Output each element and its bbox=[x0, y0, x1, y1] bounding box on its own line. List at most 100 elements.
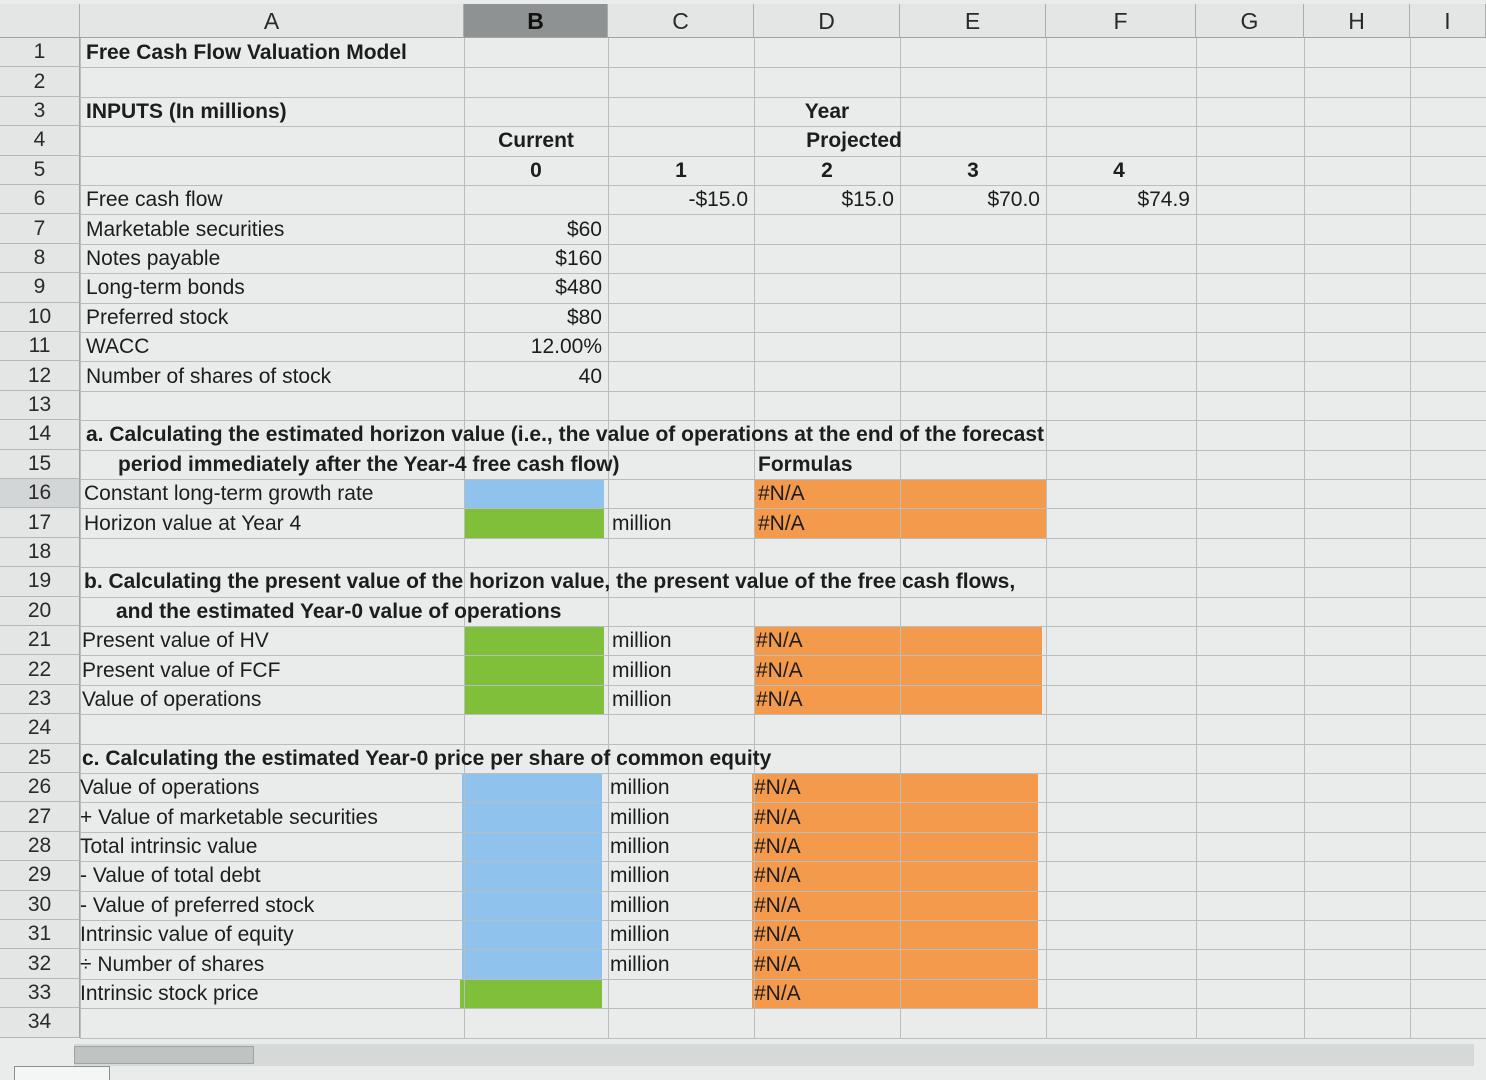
row-header-2[interactable]: 2 bbox=[0, 67, 80, 97]
row-header-6[interactable]: 6 bbox=[0, 185, 80, 215]
input-value[interactable]: 40 bbox=[578, 364, 602, 388]
row-header-25[interactable]: 25 bbox=[0, 743, 80, 773]
horizontal-scrollbar-thumb[interactable] bbox=[74, 1046, 254, 1064]
column-header-e[interactable]: E bbox=[900, 4, 1046, 38]
section-b-label: Value of operations bbox=[82, 687, 262, 711]
row-header-10[interactable]: 10 bbox=[0, 302, 80, 332]
section-c-formula[interactable]: #N/A bbox=[754, 805, 801, 829]
section-c-formula[interactable]: #N/A bbox=[754, 952, 801, 976]
section-c-formula[interactable]: #N/A bbox=[754, 981, 801, 1005]
row-header-21[interactable]: 21 bbox=[0, 626, 80, 656]
row-header-7[interactable]: 7 bbox=[0, 214, 80, 244]
section-c-unit: million bbox=[610, 893, 670, 917]
section-b-formula-cells[interactable] bbox=[754, 626, 1042, 715]
section-a-formula[interactable]: #N/A bbox=[758, 482, 805, 506]
fcf-value-year-2[interactable]: $15.0 bbox=[841, 188, 894, 212]
row-header-19[interactable]: 19 bbox=[0, 567, 80, 597]
section-c-formula[interactable]: #N/A bbox=[754, 834, 801, 858]
input-value[interactable]: $60 bbox=[566, 217, 602, 241]
column-header-g[interactable]: G bbox=[1196, 4, 1304, 38]
section-c-label: Value of operations bbox=[80, 776, 260, 800]
row-header-9[interactable]: 9 bbox=[0, 273, 80, 303]
grid-row-line bbox=[80, 596, 1486, 598]
section-b-unit: million bbox=[612, 658, 672, 682]
row-header-26[interactable]: 26 bbox=[0, 773, 80, 803]
section-c-formula[interactable]: #N/A bbox=[754, 893, 801, 917]
input-value[interactable]: $480 bbox=[555, 276, 602, 300]
section-c-formula[interactable]: #N/A bbox=[754, 776, 801, 800]
grid-row-line bbox=[80, 802, 1486, 804]
section-b-output-cells[interactable] bbox=[464, 626, 604, 715]
row-header-13[interactable]: 13 bbox=[0, 390, 80, 421]
row-header-16[interactable]: 16 bbox=[0, 479, 80, 509]
section-b-heading-1: b. Calculating the present value of the … bbox=[84, 570, 1016, 594]
column-header-i[interactable]: I bbox=[1410, 4, 1486, 38]
section-c-unit: million bbox=[610, 834, 670, 858]
section-c-input-cells[interactable] bbox=[462, 773, 602, 979]
section-b-formula[interactable]: #N/A bbox=[756, 687, 803, 711]
row-header-12[interactable]: 12 bbox=[0, 361, 80, 391]
row-header-34[interactable]: 34 bbox=[0, 1008, 80, 1038]
grid-row-line bbox=[80, 273, 1486, 275]
section-a-formula[interactable]: #N/A bbox=[758, 511, 805, 535]
section-c-formula[interactable]: #N/A bbox=[754, 864, 801, 888]
row-header-15[interactable]: 15 bbox=[0, 449, 80, 479]
column-header-c[interactable]: C bbox=[608, 4, 754, 38]
grid-row-line bbox=[80, 302, 1486, 304]
row-header-23[interactable]: 23 bbox=[0, 684, 80, 715]
row-header-31[interactable]: 31 bbox=[0, 920, 80, 950]
row-header-1[interactable]: 1 bbox=[0, 38, 80, 68]
fcf-value-year-1[interactable]: -$15.0 bbox=[688, 188, 748, 212]
year-number-3: 3 bbox=[967, 158, 979, 182]
grid-row-line bbox=[80, 920, 1486, 921]
row-header-5[interactable]: 5 bbox=[0, 155, 80, 185]
fcf-value-year-3[interactable]: $70.0 bbox=[987, 188, 1040, 212]
column-header-f[interactable]: F bbox=[1046, 4, 1196, 38]
row-header-4[interactable]: 4 bbox=[0, 126, 80, 156]
row-header-8[interactable]: 8 bbox=[0, 243, 80, 274]
row-header-17[interactable]: 17 bbox=[0, 508, 80, 538]
fcf-value-year-4[interactable]: $74.9 bbox=[1137, 188, 1190, 212]
column-header-d[interactable]: D bbox=[754, 4, 900, 38]
row-header-14[interactable]: 14 bbox=[0, 420, 80, 450]
growth-rate-input-cell[interactable] bbox=[464, 479, 604, 509]
horizontal-scrollbar-track[interactable] bbox=[74, 1044, 1474, 1066]
row-header-20[interactable]: 20 bbox=[0, 596, 80, 626]
section-c-formula[interactable]: #N/A bbox=[754, 923, 801, 947]
section-b-formula[interactable]: #N/A bbox=[756, 658, 803, 682]
grid-row-line bbox=[80, 361, 1486, 363]
column-header-a[interactable]: A bbox=[80, 4, 464, 38]
section-b-formula[interactable]: #N/A bbox=[756, 629, 803, 653]
row-header-32[interactable]: 32 bbox=[0, 949, 80, 979]
row-header-18[interactable]: 18 bbox=[0, 537, 80, 568]
row-header-22[interactable]: 22 bbox=[0, 655, 80, 685]
input-label: Number of shares of stock bbox=[86, 364, 332, 388]
sheet-tab[interactable] bbox=[14, 1066, 110, 1080]
row-header-11[interactable]: 11 bbox=[0, 332, 80, 362]
grid-row-line bbox=[80, 1037, 1486, 1039]
stock-price-output-cell[interactable] bbox=[460, 978, 602, 1009]
row-header-33[interactable]: 33 bbox=[0, 978, 80, 1009]
grid-row-line bbox=[80, 714, 1486, 716]
row-header-3[interactable]: 3 bbox=[0, 96, 80, 127]
column-header-h[interactable]: H bbox=[1304, 4, 1410, 38]
row-header-29[interactable]: 29 bbox=[0, 861, 80, 891]
horizon-value-output-cell[interactable] bbox=[464, 508, 604, 538]
grid-row-line bbox=[80, 508, 1486, 510]
column-header-b[interactable]: B bbox=[464, 4, 608, 38]
row-header-28[interactable]: 28 bbox=[0, 831, 80, 862]
row-header-24[interactable]: 24 bbox=[0, 714, 80, 744]
fcf-label: Free cash flow bbox=[86, 188, 223, 212]
input-value[interactable]: $80 bbox=[566, 305, 602, 329]
input-value[interactable]: $160 bbox=[555, 246, 602, 270]
section-c-label: Intrinsic value of equity bbox=[80, 923, 294, 947]
row-header-27[interactable]: 27 bbox=[0, 802, 80, 832]
section-c-unit: million bbox=[610, 952, 670, 976]
select-all-corner[interactable] bbox=[0, 4, 80, 38]
grid-row-line bbox=[80, 567, 1486, 569]
grid-row-line bbox=[80, 214, 1486, 216]
section-b-heading-2: and the estimated Year-0 value of operat… bbox=[116, 599, 562, 623]
input-value[interactable]: 12.00% bbox=[530, 335, 602, 359]
row-header-30[interactable]: 30 bbox=[0, 890, 80, 920]
